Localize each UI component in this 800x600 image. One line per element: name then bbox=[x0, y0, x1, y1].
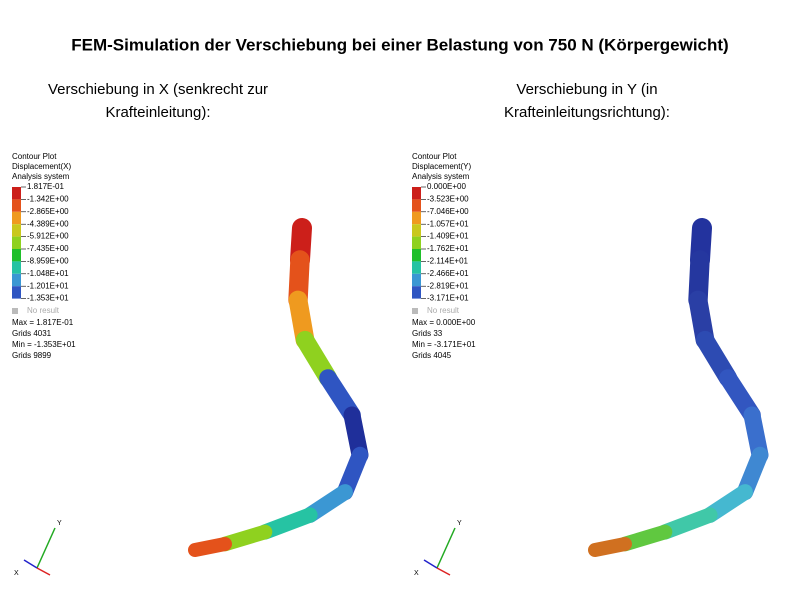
beam-segment bbox=[657, 507, 718, 540]
legend-header: Analysis system bbox=[12, 172, 70, 181]
legend-stat: Grids 4031 bbox=[12, 329, 52, 338]
triad-y bbox=[436, 527, 456, 569]
legend-value: -1.201E+01 bbox=[27, 281, 69, 290]
panel-heading: Krafteinleitungsrichtung): bbox=[504, 104, 670, 121]
legend-value: -2.865E+00 bbox=[27, 207, 69, 216]
triad-z bbox=[23, 559, 38, 569]
legend-value: -7.435E+00 bbox=[27, 244, 69, 253]
no-result-swatch bbox=[412, 308, 418, 314]
legend-header: Contour Plot bbox=[12, 152, 57, 161]
legend-swatch bbox=[12, 236, 21, 249]
legend-swatch bbox=[412, 273, 421, 287]
legend-header: Contour Plot bbox=[412, 152, 457, 161]
legend-stat: Min = -3.171E+01 bbox=[412, 340, 476, 349]
legend-swatch bbox=[412, 261, 421, 274]
legend-swatch bbox=[12, 249, 21, 262]
legend-swatch bbox=[12, 273, 21, 287]
no-result-swatch bbox=[12, 308, 18, 314]
triad-x bbox=[436, 567, 451, 576]
triad-x bbox=[36, 567, 51, 576]
legend-value: -1.048E+01 bbox=[27, 269, 69, 278]
beam-segment bbox=[257, 507, 318, 540]
legend-value: -2.466E+01 bbox=[427, 269, 469, 278]
legend-swatch bbox=[12, 187, 21, 200]
triad-label: X bbox=[414, 570, 419, 577]
beam-segment bbox=[188, 537, 232, 557]
triad-label: Y bbox=[57, 520, 62, 527]
legend-swatch bbox=[412, 187, 421, 200]
legend-stat: Max = 0.000E+00 bbox=[412, 318, 476, 327]
no-result: No result bbox=[427, 306, 460, 315]
triad-label: X bbox=[14, 570, 19, 577]
legend-header: Analysis system bbox=[412, 172, 470, 181]
legend-header: Displacement(Y) bbox=[412, 162, 471, 171]
slide-title: FEM-Simulation der Verschiebung bei eine… bbox=[71, 35, 728, 54]
legend-stat: Grids 33 bbox=[412, 329, 443, 338]
triad-z bbox=[423, 559, 438, 569]
legend-swatch bbox=[12, 199, 21, 212]
legend-value: -5.912E+00 bbox=[27, 232, 69, 241]
legend-value: 1.817E-01 bbox=[27, 182, 64, 191]
legend-stat: Grids 4045 bbox=[412, 351, 452, 360]
legend-swatch bbox=[12, 286, 21, 299]
no-result: No result bbox=[27, 306, 60, 315]
legend-swatch bbox=[412, 199, 421, 212]
panel-heading: Verschiebung in Y (in bbox=[516, 81, 657, 98]
legend-swatch bbox=[412, 224, 421, 237]
legend-swatch bbox=[12, 211, 21, 225]
legend-header: Displacement(X) bbox=[12, 162, 71, 171]
legend-value: -3.523E+00 bbox=[427, 195, 469, 204]
fem-panel: Verschiebung in X (senkrecht zur Kraftein… bbox=[12, 81, 369, 577]
triad-y bbox=[36, 527, 56, 569]
legend-value: 0.000E+00 bbox=[427, 182, 466, 191]
panel-heading: Verschiebung in X (senkrecht zur bbox=[48, 81, 268, 98]
legend-value: -1.762E+01 bbox=[427, 244, 469, 253]
legend-value: -1.342E+00 bbox=[27, 195, 69, 204]
fem-panel: Verschiebung in Y (in Krafteinleitungsric… bbox=[412, 81, 769, 577]
legend-stat: Max = 1.817E-01 bbox=[12, 318, 74, 327]
legend-swatch bbox=[412, 211, 421, 225]
legend-value: -3.171E+01 bbox=[427, 294, 469, 303]
legend-value: -7.046E+00 bbox=[427, 207, 469, 216]
legend-value: -1.409E+01 bbox=[427, 232, 469, 241]
panel-heading: Krafteinleitung): bbox=[105, 104, 210, 121]
legend-value: -2.114E+01 bbox=[427, 257, 469, 266]
legend-swatch bbox=[412, 286, 421, 299]
legend-value: -2.819E+01 bbox=[427, 281, 469, 290]
legend-swatch bbox=[12, 224, 21, 237]
legend-value: -8.959E+00 bbox=[27, 257, 69, 266]
legend-stat: Min = -1.353E+01 bbox=[12, 340, 76, 349]
legend-swatch bbox=[12, 261, 21, 274]
triad-label: Y bbox=[457, 520, 462, 527]
legend-value: -1.057E+01 bbox=[427, 219, 469, 228]
legend-value: -1.353E+01 bbox=[27, 294, 69, 303]
beam-segment bbox=[588, 537, 632, 557]
legend-value: -4.389E+00 bbox=[27, 219, 69, 228]
legend-swatch bbox=[412, 236, 421, 249]
legend-swatch bbox=[412, 249, 421, 262]
legend-stat: Grids 9899 bbox=[12, 351, 52, 360]
